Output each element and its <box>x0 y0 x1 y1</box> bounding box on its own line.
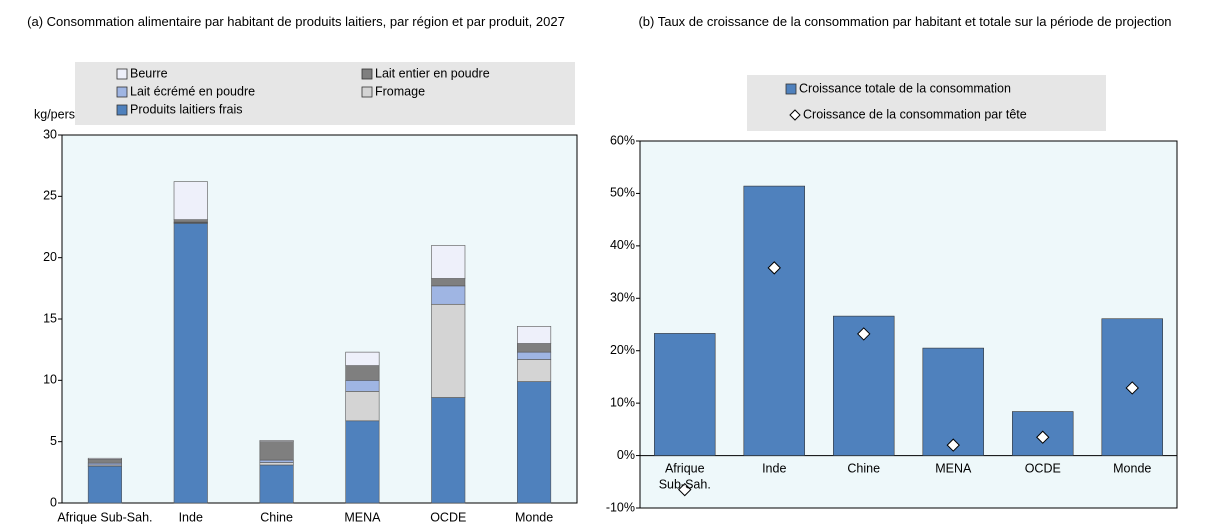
x-tick-label-line: OCDE <box>1025 462 1061 476</box>
x-tick-label: Chine <box>260 510 293 524</box>
y-tick-label: 20 <box>43 250 57 264</box>
y-tick-label: 40% <box>610 238 635 252</box>
legend-swatch <box>116 104 128 116</box>
bar-segment <box>345 391 380 422</box>
y-tick-label: 25 <box>43 189 57 203</box>
bar <box>922 347 984 456</box>
chart-title: (a) Consommation alimentaire par habitan… <box>27 14 565 29</box>
x-tick-label: Chine <box>847 462 880 476</box>
bar-segment <box>259 462 294 466</box>
bar-segment <box>517 381 552 504</box>
legend-box <box>747 75 1106 131</box>
y-tick-label: 10% <box>610 395 635 409</box>
bar-segment <box>345 380 380 392</box>
x-tick-label: Inde <box>179 510 203 524</box>
legend-box <box>75 62 575 125</box>
x-tick-label: OCDE <box>430 510 466 524</box>
x-tick-label-line: Monde <box>1113 462 1151 476</box>
chart-title: (b) Taux de croissance de la consommatio… <box>638 14 1172 29</box>
bar-segment <box>259 441 294 461</box>
bar-segment <box>345 351 380 366</box>
marker <box>1125 381 1139 395</box>
x-tick-label-line: MENA <box>935 462 972 476</box>
bar-segment <box>173 223 208 504</box>
y-tick-label: 10 <box>43 373 57 387</box>
legend-label: Beurre <box>130 66 168 80</box>
legend-marker <box>789 109 801 121</box>
bar-segment <box>431 397 466 504</box>
x-tick-label: Afrique Sub-Sah. <box>57 510 152 524</box>
x-tick-label: Afrique Sub-Sah. <box>659 462 711 492</box>
bar-segment <box>259 459 294 463</box>
marker <box>767 261 781 275</box>
y-tick-label: 50% <box>610 186 635 200</box>
y-tick-label: -10% <box>606 500 635 514</box>
legend-label: Fromage <box>375 84 425 98</box>
x-tick-label-line: Sub-Sah. <box>659 478 711 492</box>
bar-segment <box>87 457 122 460</box>
y-tick-label: 30 <box>43 127 57 141</box>
bar-segment <box>431 285 466 305</box>
plot-area <box>61 134 578 504</box>
bar-segment <box>87 465 122 504</box>
y-tick-label: 20% <box>610 343 635 357</box>
marker <box>678 482 692 497</box>
legend-swatch <box>361 68 373 80</box>
legend-label: Croissance de la consommation par tête <box>803 107 1027 121</box>
bar-segment <box>173 219 208 223</box>
bar <box>654 333 716 456</box>
bar-segment <box>517 351 552 360</box>
y-axis-label: kg/pers <box>34 107 75 121</box>
bar-segment <box>259 440 294 442</box>
x-tick-label-line: Inde <box>762 462 786 476</box>
y-tick-label: 0% <box>617 448 635 462</box>
x-tick-label: Monde <box>1113 462 1151 476</box>
legend-label: Lait écrémé en poudre <box>130 84 255 98</box>
legend-label: Lait entier en poudre <box>375 66 490 80</box>
bar-segment <box>173 181 208 220</box>
x-tick-label: MENA <box>344 510 381 524</box>
bar-segment <box>259 464 294 504</box>
y-tick-label: 30% <box>610 291 635 305</box>
x-tick-label: MENA <box>935 462 972 476</box>
y-tick-label: 0 <box>50 495 57 509</box>
x-tick-label: OCDE <box>1025 462 1061 476</box>
bar-segment <box>345 420 380 504</box>
y-tick-label: 15 <box>43 311 57 325</box>
y-tick-label: 60% <box>610 133 635 147</box>
bar <box>743 185 805 456</box>
legend-swatch <box>116 68 128 80</box>
marker <box>1036 430 1050 444</box>
marker <box>946 438 960 452</box>
x-tick-label-line: Chine <box>847 462 880 476</box>
bar-segment <box>431 245 466 279</box>
bar-segment <box>517 326 552 344</box>
x-tick-label: Monde <box>515 510 553 524</box>
bar-segment <box>431 278 466 287</box>
bar-segment <box>517 343 552 353</box>
marker <box>857 327 871 341</box>
bar-segment <box>345 365 380 381</box>
legend-swatch <box>361 86 373 98</box>
legend-swatch <box>116 86 128 98</box>
legend-label: Produits laitiers frais <box>130 102 243 116</box>
y-tick-label: 5 <box>50 434 57 448</box>
x-tick-label-line: Afrique <box>665 462 705 476</box>
x-tick-label: Inde <box>762 462 786 476</box>
bar-segment <box>87 459 122 464</box>
legend-label: Croissance totale de la consommation <box>799 81 1011 95</box>
plot-area <box>639 140 1178 509</box>
bar-segment <box>431 303 466 398</box>
bar-segment <box>517 359 552 382</box>
legend-swatch <box>785 83 797 95</box>
